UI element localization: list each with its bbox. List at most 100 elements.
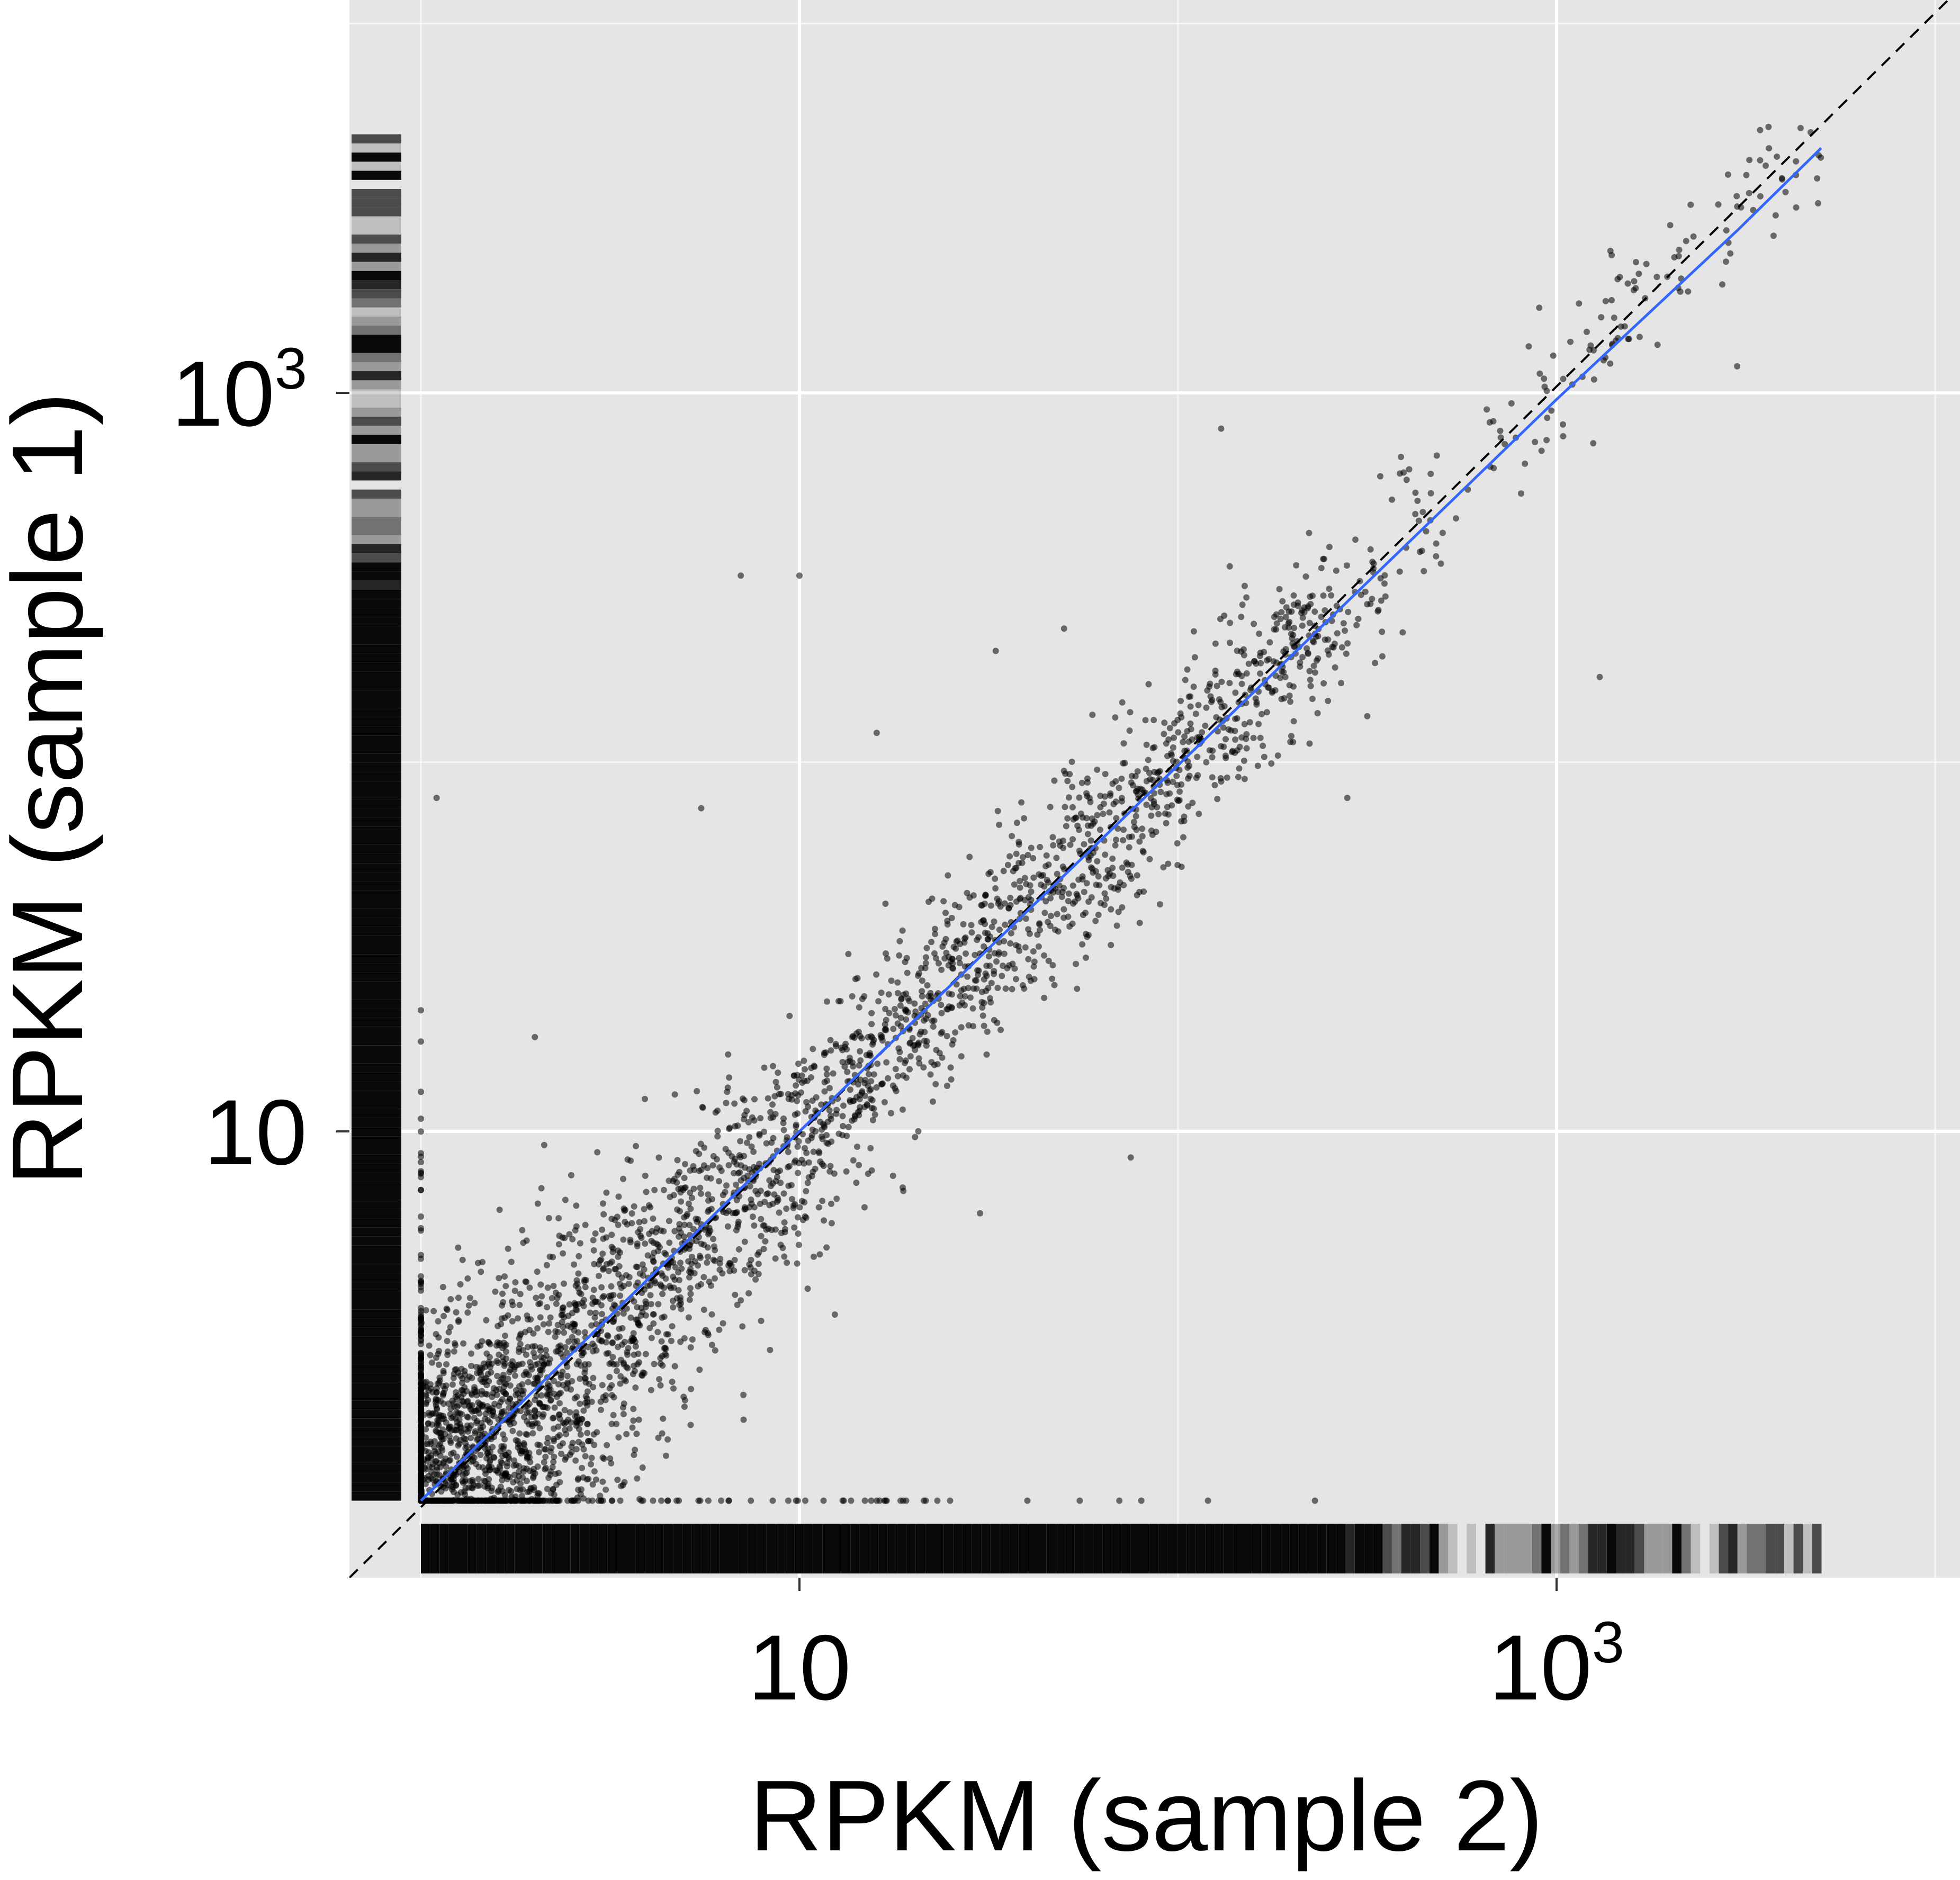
rug-x-bin-0 [421, 1524, 430, 1573]
rug-y-bin-114 [352, 453, 401, 463]
scatter-point-3068 [473, 1363, 480, 1370]
scatter-point-2296 [1174, 716, 1181, 723]
scatter-point-3477 [1173, 758, 1180, 765]
scatter-point-2847 [648, 1301, 654, 1308]
rug-x-bin-77 [1140, 1524, 1149, 1573]
scatter-point-2070 [793, 1123, 799, 1130]
rug-y-bin-119 [352, 407, 401, 417]
scatter-point-2719 [746, 1166, 753, 1173]
scatter-point-258 [542, 1464, 549, 1471]
scatter-point-209 [831, 1311, 838, 1318]
scatter-point-3152 [476, 1482, 483, 1489]
scatter-point-3080 [1040, 872, 1047, 878]
scatter-point-3867 [496, 1497, 502, 1504]
scatter-point-1991 [738, 1297, 744, 1304]
scatter-point-3807 [458, 1497, 465, 1504]
scatter-point-3762 [1772, 212, 1779, 219]
rug-y-bin-51 [352, 1027, 401, 1036]
scatter-point-499 [565, 1338, 572, 1345]
scatter-point-3498 [1266, 639, 1273, 646]
scatter-point-2429 [434, 1471, 440, 1478]
scatter-point-26 [427, 1352, 434, 1359]
scatter-point-501 [755, 1261, 762, 1267]
scatter-point-744 [525, 1344, 531, 1351]
scatter-point-2147 [445, 1400, 452, 1407]
scatter-point-3891 [568, 1497, 575, 1504]
scatter-point-3066 [464, 1414, 471, 1420]
scatter-point-2494 [534, 1441, 541, 1448]
scatter-point-3093 [670, 1385, 677, 1392]
scatter-point-357 [519, 1227, 526, 1234]
scatter-point-3550 [1271, 626, 1278, 633]
scatter-point-2517 [827, 1037, 834, 1044]
scatter-point-837 [647, 1292, 654, 1299]
scatter-point-2498 [871, 1111, 878, 1118]
scatter-point-2651 [486, 1354, 493, 1361]
rug-y-bin-15 [352, 1355, 401, 1364]
rug-x-bin-55 [934, 1524, 944, 1573]
rug-x-bin-18 [589, 1524, 599, 1573]
scatter-point-3009 [518, 1388, 525, 1395]
scatter-point-3878 [1344, 795, 1351, 802]
scatter-point-1295 [1345, 608, 1352, 615]
scatter-point-2427 [997, 1027, 1004, 1033]
scatter-point-3437 [943, 1006, 950, 1013]
scatter-point-2154 [818, 1101, 825, 1108]
scatter-point-3847 [418, 1007, 424, 1014]
scatter-point-1797 [573, 1307, 580, 1314]
scatter-point-3463 [1763, 162, 1769, 169]
scatter-point-1446 [641, 1206, 648, 1212]
rug-x-bin-122 [1560, 1524, 1570, 1573]
scatter-point-101 [772, 1078, 779, 1085]
scatter-point-705 [821, 1217, 827, 1224]
rug-x-bin-125 [1588, 1524, 1598, 1573]
rug-x-bin-61 [990, 1524, 1000, 1573]
scatter-point-2734 [897, 1014, 904, 1021]
scatter-point-930 [550, 1459, 557, 1465]
scatter-point-3900 [1024, 1497, 1031, 1504]
scatter-point-3335 [595, 1299, 601, 1306]
scatter-point-3719 [809, 1098, 816, 1104]
scatter-point-2488 [444, 1307, 451, 1314]
scatter-point-2533 [743, 1108, 750, 1114]
scatter-point-368 [857, 1057, 864, 1064]
rug-y-bin-72 [352, 835, 401, 845]
scatter-point-1978 [689, 1336, 696, 1343]
scatter-point-717 [712, 1347, 718, 1354]
scatter-point-1114 [1168, 802, 1175, 809]
scatter-point-3513 [936, 960, 942, 967]
scatter-point-3265 [862, 1092, 868, 1099]
rug-y-bin-45 [352, 1082, 401, 1091]
scatter-point-2389 [544, 1284, 551, 1291]
scatter-point-2458 [1001, 938, 1008, 945]
scatter-point-1713 [725, 1051, 732, 1058]
scatter-point-747 [916, 1060, 923, 1067]
scatter-point-2790 [424, 1441, 431, 1447]
scatter-point-838 [1134, 872, 1140, 879]
scatter-point-1612 [906, 1066, 913, 1073]
rug-y-bin-125 [352, 353, 401, 362]
scatter-point-116 [804, 1285, 811, 1292]
rug-x-bin-44 [832, 1524, 841, 1573]
scatter-point-3326 [524, 1409, 531, 1416]
scatter-point-3843 [664, 1497, 671, 1504]
scatter-point-302 [670, 1304, 677, 1311]
scatter-point-3670 [788, 1182, 795, 1189]
scatter-point-1301 [1202, 722, 1209, 729]
scatter-point-2259 [633, 1431, 640, 1437]
scatter-point-3455 [1055, 928, 1062, 935]
rug-y-bin-75 [352, 808, 401, 818]
scatter-point-1894 [563, 1431, 570, 1437]
scatter-point-3574 [922, 1001, 929, 1007]
scatter-point-3109 [549, 1295, 555, 1302]
scatter-point-308 [1180, 834, 1186, 841]
scatter-point-3472 [1683, 238, 1689, 245]
scatter-point-1643 [1083, 815, 1090, 822]
scatter-point-2986 [516, 1473, 523, 1480]
scatter-point-3626 [975, 967, 982, 974]
scatter-point-1022 [1092, 917, 1099, 924]
scatter-point-1928 [1115, 908, 1122, 915]
scatter-point-20 [758, 1317, 765, 1324]
scatter-point-932 [584, 1399, 591, 1406]
scatter-point-51 [802, 1066, 808, 1073]
